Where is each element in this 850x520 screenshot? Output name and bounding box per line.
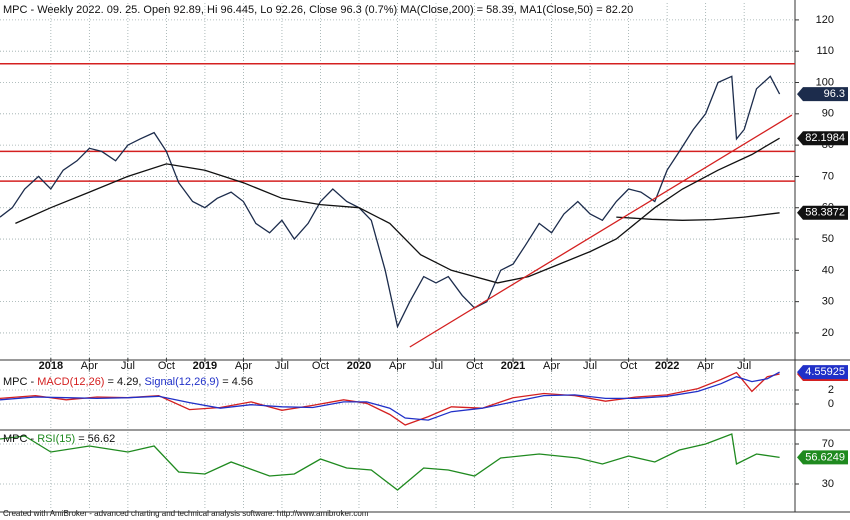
- title-part: = 4.29,: [104, 376, 144, 388]
- series-line: [15, 137, 780, 284]
- series-line: [0, 433, 780, 491]
- x-tick-label: Oct: [312, 360, 329, 372]
- last-value-label: 58.3872: [805, 207, 845, 219]
- series-line: [616, 212, 780, 221]
- x-tick-label: Apr: [235, 360, 252, 372]
- footer: Created with AmiBroker - advanced charti…: [3, 509, 369, 518]
- title-part: MACD(12,26): [37, 376, 104, 388]
- y-tick-label: 30: [822, 478, 834, 490]
- x-tick-label: Apr: [81, 360, 98, 372]
- x-tick-label: Jul: [275, 360, 289, 372]
- panel-title: MPC - MACD(12,26) = 4.29, Signal(12,26,9…: [3, 376, 253, 388]
- last-value-box: [797, 450, 848, 465]
- title-part: RSI(15): [37, 433, 75, 445]
- y-tick-label: 70: [822, 438, 834, 450]
- title-part: = 56.62: [75, 433, 115, 445]
- x-tick-label: 2018: [39, 360, 63, 372]
- y-tick-label: 110: [816, 45, 834, 57]
- last-value-box: [797, 87, 848, 102]
- series-line: [0, 75, 781, 329]
- x-tick-label: 2019: [193, 360, 217, 372]
- plot-area: [0, 370, 795, 428]
- y-tick-label: 50: [822, 233, 834, 245]
- last-value-label: 82.1984: [805, 132, 845, 144]
- x-tick-label: Oct: [466, 360, 483, 372]
- x-tick-label: Apr: [389, 360, 406, 372]
- x-tick-label: Oct: [620, 360, 637, 372]
- x-tick-label: 2022: [655, 360, 679, 372]
- title-part: MPC -: [3, 376, 37, 388]
- x-tick-label: Jul: [121, 360, 135, 372]
- plot-area: [0, 432, 795, 510]
- y-tick-label: 20: [822, 327, 834, 339]
- x-tick-label: Jul: [583, 360, 597, 372]
- last-value-label: 4.55925: [805, 366, 845, 378]
- series-line: [0, 371, 780, 421]
- title-part: = 4.56: [219, 376, 253, 388]
- y-tick-label: 70: [822, 170, 834, 182]
- y-tick-label: 40: [822, 264, 834, 276]
- x-tick-label: 2020: [347, 360, 371, 372]
- title-part: MPC -: [3, 433, 37, 445]
- last-value-box: [797, 205, 848, 220]
- x-tick-label: Oct: [158, 360, 175, 372]
- x-tick-label: 2021: [501, 360, 525, 372]
- plot-area: [0, 3, 795, 358]
- title-part: Signal(12,26,9): [145, 376, 220, 388]
- y-tick-label: 100: [816, 76, 834, 88]
- last-value-label: 96.3: [824, 88, 845, 100]
- x-tick-label: Jul: [737, 360, 751, 372]
- series-line: [409, 114, 793, 348]
- last-value-label: 56.6249: [805, 451, 845, 463]
- y-tick-label: 120: [816, 14, 834, 26]
- x-tick-label: Apr: [697, 360, 714, 372]
- y-tick-label: 90: [822, 108, 834, 120]
- panel-title: MPC - RSI(15) = 56.62: [3, 433, 115, 445]
- x-tick-label: Apr: [543, 360, 560, 372]
- last-value-box: [797, 365, 848, 380]
- last-value-box: [797, 131, 848, 146]
- y-tick-label: 2: [828, 384, 834, 396]
- x-tick-label: Jul: [429, 360, 443, 372]
- y-tick-label: 30: [822, 296, 834, 308]
- y-tick-label: 0: [828, 398, 834, 410]
- chart-title: MPC - Weekly 2022. 09. 25. Open 92.89, H…: [3, 4, 633, 16]
